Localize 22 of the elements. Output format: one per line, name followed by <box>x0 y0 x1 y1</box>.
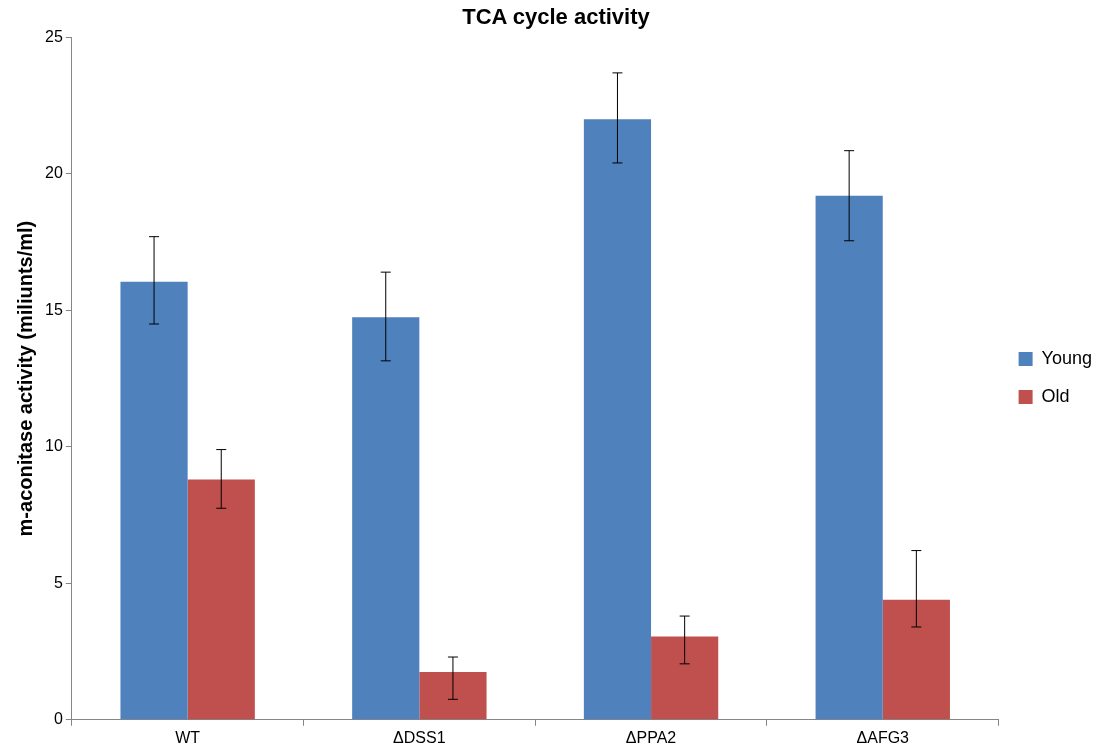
bar <box>352 317 420 720</box>
x-tick-label: WT <box>175 728 201 746</box>
y-axis-title: m-aconitase activity (miliunts/ml) <box>13 220 36 537</box>
chart-title: TCA cycle activity <box>462 4 651 30</box>
legend-label: Old <box>1041 385 1070 406</box>
y-tick-label: 0 <box>53 710 63 728</box>
legend-label: Young <box>1041 347 1093 368</box>
y-tick-label: 20 <box>45 164 63 182</box>
bar <box>882 599 950 720</box>
bar <box>187 479 255 720</box>
y-tick-label: 15 <box>45 300 63 318</box>
x-tick-label: ΔPPA2 <box>625 728 677 746</box>
y-tick-label: 25 <box>45 27 63 45</box>
y-tick-label: 10 <box>45 437 63 455</box>
bar <box>583 119 652 720</box>
bar <box>419 672 487 720</box>
bar <box>120 281 188 720</box>
x-tick-label: ΔAFG3 <box>856 728 910 746</box>
bar <box>651 636 719 720</box>
bar <box>815 195 883 720</box>
x-tick-label: ΔDSS1 <box>393 728 446 746</box>
y-tick-label: 5 <box>53 573 63 591</box>
